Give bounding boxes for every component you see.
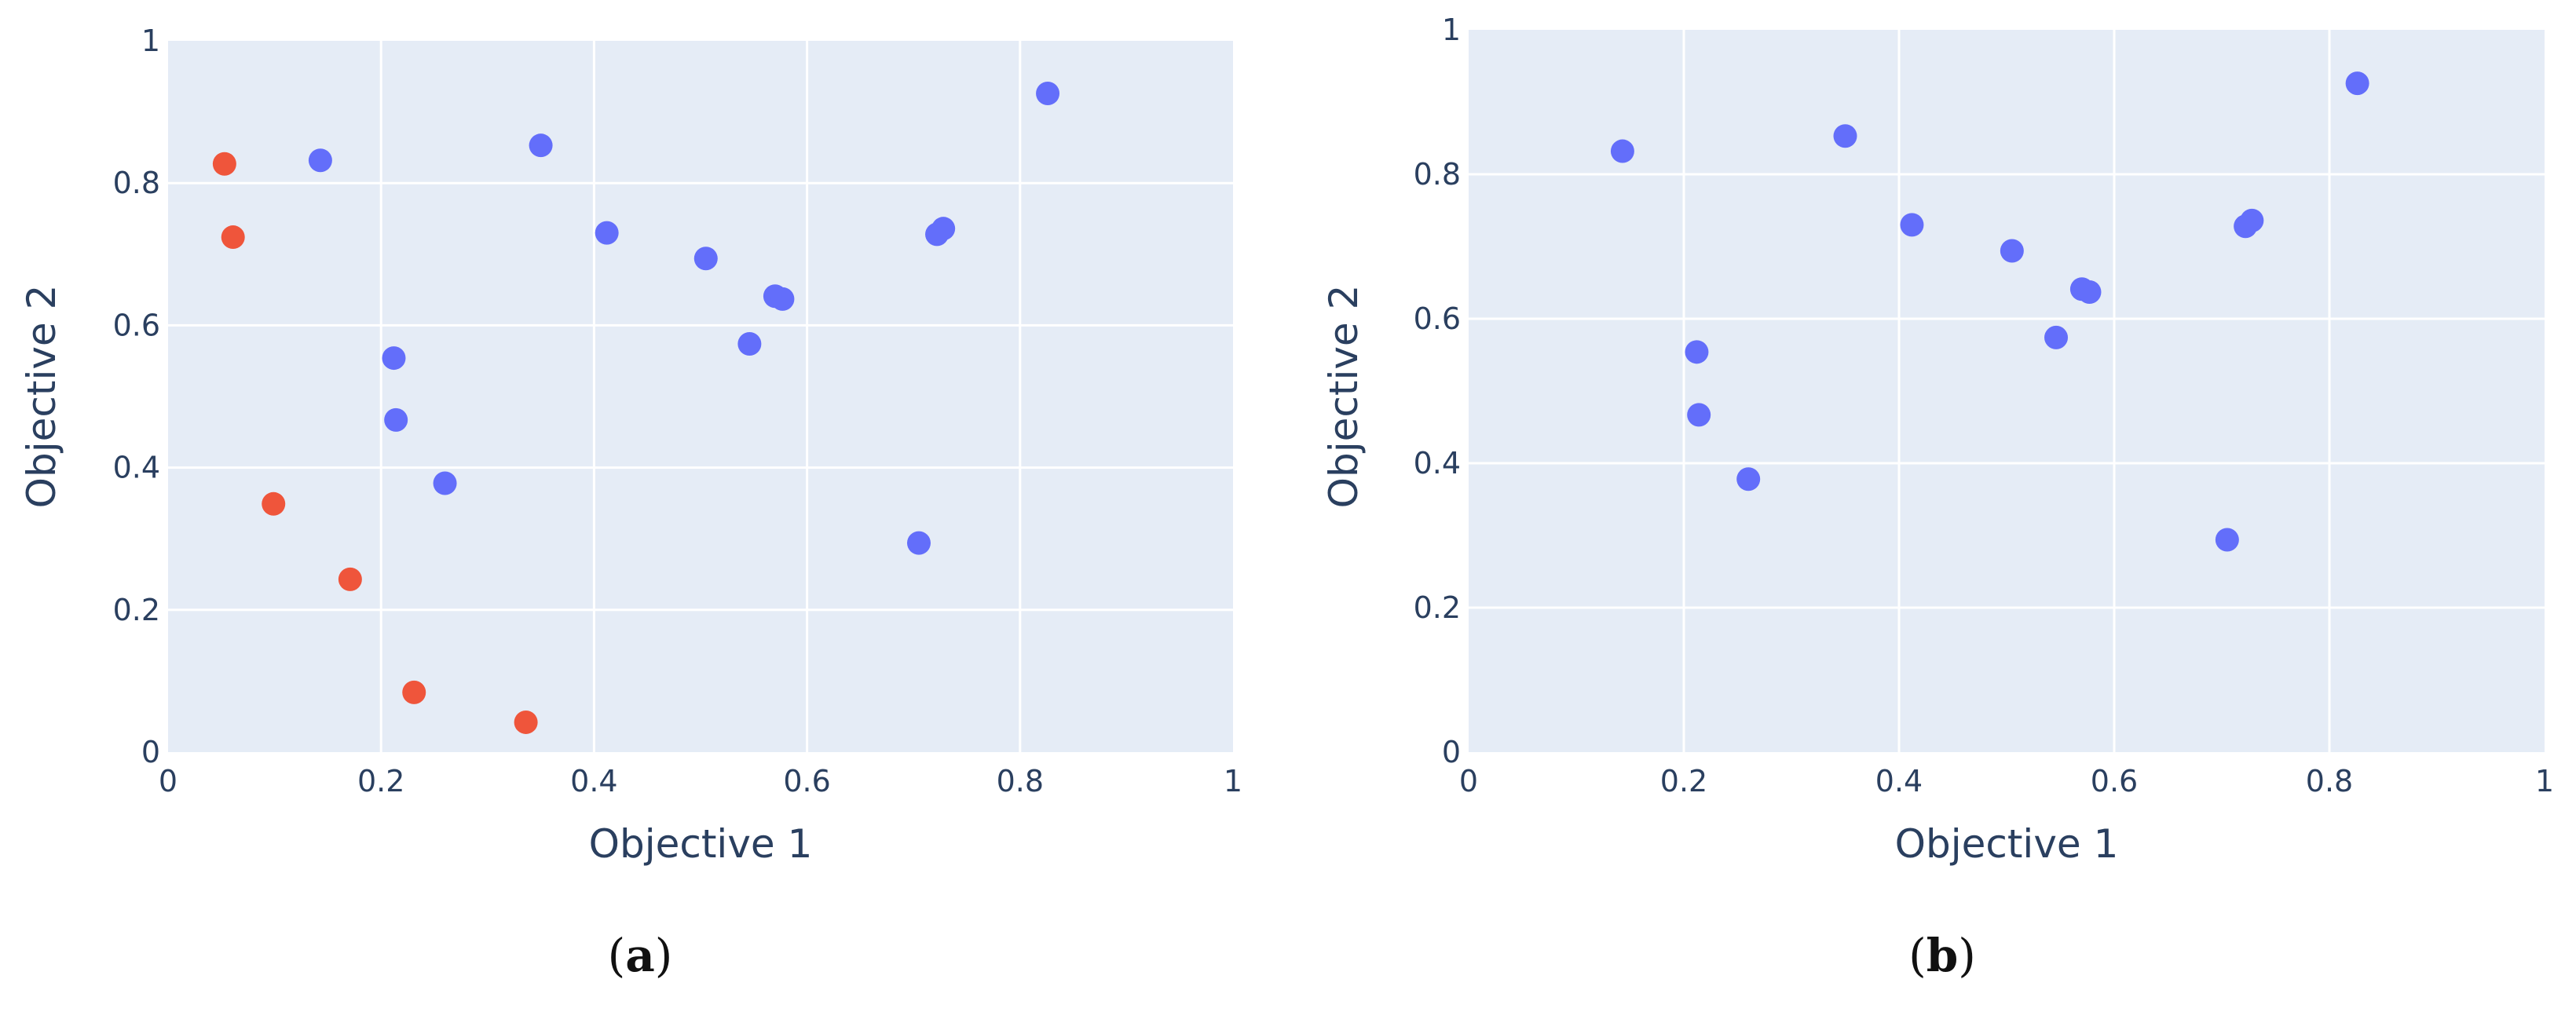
data-point-series-1: [433, 471, 457, 495]
data-point-series-1: [693, 247, 718, 271]
data-point-series-2: [212, 152, 236, 176]
data-point-series-1: [770, 287, 795, 311]
x-tick-label: 0.2: [1660, 764, 1707, 798]
data-point-series-1: [2044, 325, 2069, 349]
data-point-series-1: [384, 407, 408, 432]
data-point-series-2: [221, 225, 245, 250]
y-tick-label: 0.2: [1414, 590, 1461, 625]
data-point-series-2: [402, 680, 426, 704]
panel-a: 0 0.2 0.4 0.6 0.8 1 0 0.2 0.4 0.6 0.8 1 Objective …: [19, 24, 1242, 982]
y-tick-label: 0.6: [1414, 301, 1461, 336]
data-point-series-1: [1036, 82, 1060, 106]
x-tick-label: 0.4: [1875, 764, 1923, 798]
data-point-series-2: [514, 710, 538, 734]
x-tick-label: 0.8: [2306, 764, 2353, 798]
x-tick-label: 0: [1459, 764, 1478, 798]
data-point-series-1: [931, 217, 956, 241]
y-tick-labels-a: 0 0.2 0.4 0.6 0.8 1: [113, 24, 160, 769]
grid-b: [1469, 30, 2545, 752]
points-a: [212, 82, 1060, 734]
x-axis-title-b: Objective 1: [1895, 821, 2119, 867]
data-point-series-1: [2240, 208, 2264, 232]
data-point-series-1: [2215, 528, 2239, 552]
panel-b: 0 0.2 0.4 0.6 0.8 1 0 0.2 0.4 0.6 0.8 1 Objective …: [1321, 13, 2554, 982]
plot-area-b: [1469, 30, 2545, 752]
data-point-series-1: [1900, 213, 1924, 237]
y-tick-label: 0: [1442, 735, 1461, 769]
x-tick-labels-b: 0 0.2 0.4 0.6 0.8 1: [1459, 764, 2554, 798]
y-tick-label: 0.6: [113, 308, 160, 342]
y-tick-label: 1: [141, 24, 160, 58]
panel-label-b: b: [1927, 929, 1959, 982]
y-tick-label: 0.4: [113, 451, 160, 485]
data-point-series-1: [382, 346, 406, 371]
x-tick-label: 0.6: [2091, 764, 2138, 798]
plot-area-a: [168, 41, 1233, 752]
y-tick-label: 0: [141, 735, 160, 769]
x-tick-label: 0.6: [783, 764, 830, 798]
data-point-series-1: [1685, 340, 1709, 364]
x-tick-label: 0.4: [570, 764, 617, 798]
panel-caption-a: (a): [608, 929, 673, 982]
y-axis-title-a: Objective 2: [19, 285, 64, 509]
data-point-series-1: [308, 148, 332, 173]
x-tick-label: 0.2: [357, 764, 404, 798]
y-tick-label: 0.8: [1414, 157, 1461, 192]
data-point-series-1: [2077, 279, 2102, 304]
data-point-series-1: [2000, 239, 2024, 263]
x-tick-label: 0: [159, 764, 177, 798]
data-point-series-1: [529, 133, 553, 158]
x-tick-label: 1: [1224, 764, 1242, 798]
panel-caption-b: (b): [1908, 929, 1976, 982]
data-point-series-2: [338, 567, 362, 591]
x-axis-title-a: Objective 1: [589, 821, 813, 867]
points-b: [1610, 71, 2369, 552]
y-axis-title-b: Objective 2: [1321, 285, 1367, 509]
x-tick-label: 0.8: [997, 764, 1044, 798]
x-tick-labels-a: 0 0.2 0.4 0.6 0.8 1: [159, 764, 1242, 798]
y-tick-label: 0.2: [113, 593, 160, 627]
x-tick-label: 1: [2535, 764, 2554, 798]
data-point-series-1: [595, 221, 619, 245]
data-point-series-1: [906, 531, 931, 555]
data-point-series-1: [1610, 139, 1634, 163]
y-tick-label: 0.4: [1414, 446, 1461, 480]
grid-a: [168, 41, 1233, 752]
data-point-series-1: [2345, 71, 2369, 96]
data-point-series-1: [1736, 467, 1761, 491]
y-tick-label: 0.8: [113, 166, 160, 200]
data-point-series-1: [1833, 124, 1857, 148]
data-point-series-1: [1687, 403, 1711, 427]
y-tick-label: 1: [1442, 13, 1461, 47]
panel-label-a: a: [625, 929, 655, 982]
y-tick-labels-b: 0 0.2 0.4 0.6 0.8 1: [1414, 13, 1461, 769]
data-point-series-1: [737, 331, 762, 356]
data-point-series-2: [262, 491, 286, 516]
